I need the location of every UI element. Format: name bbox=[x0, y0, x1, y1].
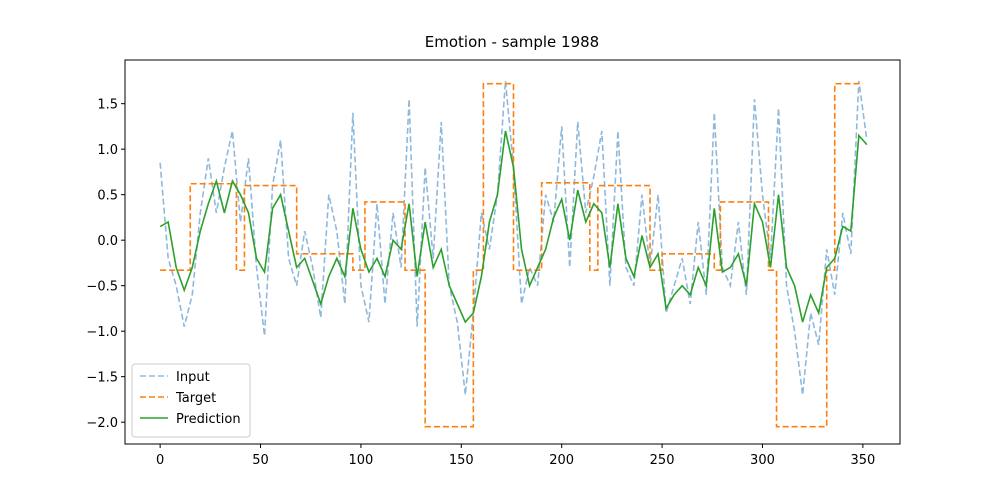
y-tick-label: 0.0 bbox=[97, 234, 118, 249]
x-tick-label: 350 bbox=[850, 453, 875, 468]
chart-title: Emotion - sample 1988 bbox=[425, 33, 599, 51]
series-line bbox=[159, 130, 868, 324]
y-tick-label: 1.0 bbox=[97, 143, 118, 158]
x-tick-label: 150 bbox=[449, 453, 474, 468]
y-tick-label: 1.5 bbox=[97, 98, 118, 113]
legend: Input Target Prediction bbox=[131, 363, 251, 438]
legend-label: Prediction bbox=[176, 412, 241, 427]
x-tick-label: 100 bbox=[348, 453, 373, 468]
y-tick-label: −2.0 bbox=[86, 416, 118, 431]
y-tick-label: −1.0 bbox=[86, 325, 118, 340]
x-tick-label: 250 bbox=[650, 453, 675, 468]
x-tick-label: 50 bbox=[252, 453, 269, 468]
y-tick-label: −1.5 bbox=[86, 371, 118, 386]
legend-label: Input bbox=[176, 370, 210, 385]
series-line bbox=[160, 82, 863, 428]
x-tick-label: 300 bbox=[750, 453, 775, 468]
y-tick-label: −0.5 bbox=[86, 280, 118, 295]
x-tick-label: 0 bbox=[156, 453, 164, 468]
plot-area bbox=[159, 80, 868, 428]
legend-label: Target bbox=[175, 391, 216, 406]
axes-frame bbox=[124, 59, 901, 445]
x-tick-label: 200 bbox=[549, 453, 574, 468]
y-tick-label: 0.5 bbox=[97, 189, 118, 204]
